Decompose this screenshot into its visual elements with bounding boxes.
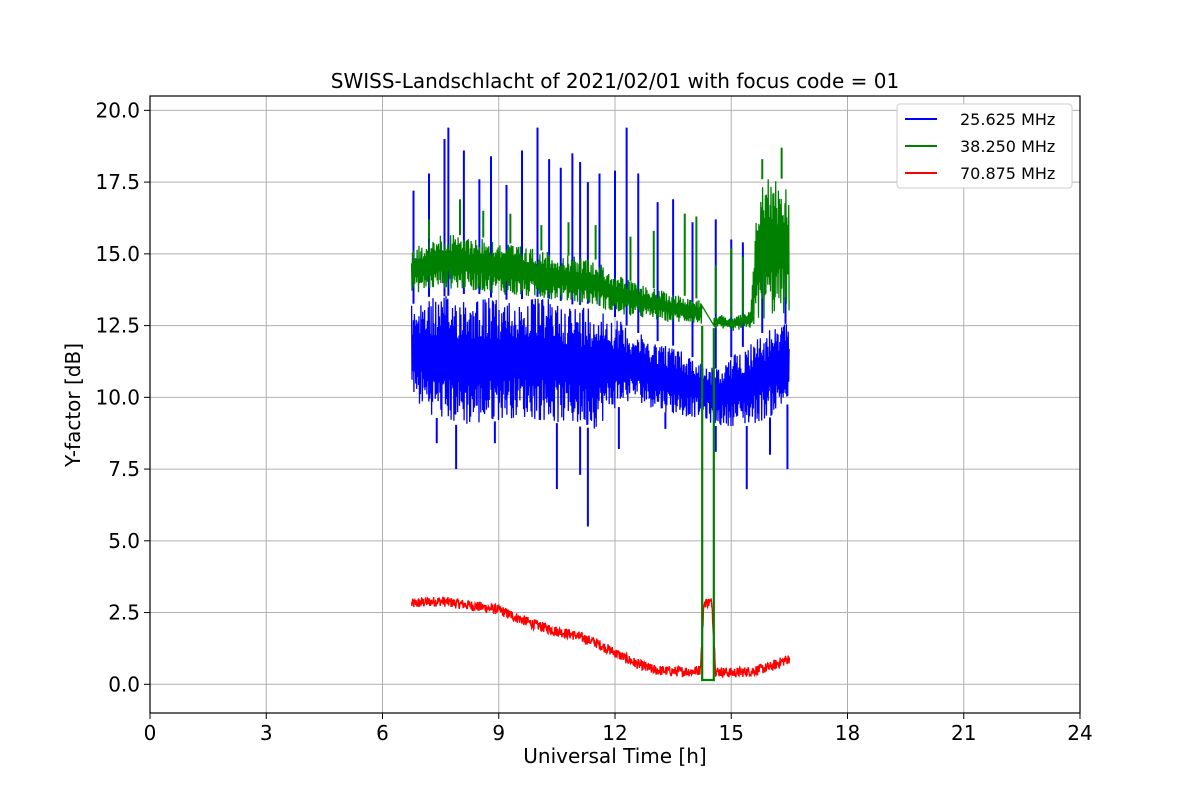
x-tick-label: 0 — [144, 721, 157, 745]
y-axis-ticks: 0.0 2.5 5.0 7.5 10.0 12.5 15.0 17.5 20.0 — [95, 98, 150, 696]
y-tick-label: 17.5 — [95, 170, 140, 194]
y-tick-label: 5.0 — [108, 529, 140, 553]
y-tick-label: 2.5 — [108, 601, 140, 625]
x-tick-label: 18 — [835, 721, 860, 745]
y-axis-label: Y-factor [dB] — [61, 343, 85, 468]
series-2-trace — [410, 596, 791, 679]
y-tick-label: 20.0 — [95, 98, 140, 122]
series-1-line — [410, 147, 790, 682]
x-tick-label: 21 — [951, 721, 976, 745]
x-tick-label: 12 — [602, 721, 627, 745]
legend-label-2: 70.875 MHz — [960, 164, 1055, 183]
series-layer — [410, 127, 791, 682]
y-tick-label: 15.0 — [95, 242, 140, 266]
x-tick-label: 6 — [376, 721, 389, 745]
x-tick-label: 15 — [719, 721, 744, 745]
x-axis-label: Universal Time [h] — [523, 744, 706, 768]
legend-label-1: 38.250 MHz — [960, 137, 1055, 156]
chart-title: SWISS-Landschlacht of 2021/02/01 with fo… — [331, 69, 899, 93]
series-0-line — [410, 127, 790, 527]
x-tick-label: 9 — [492, 721, 505, 745]
x-axis-ticks: 0 3 6 9 12 15 18 21 24 — [144, 713, 1093, 745]
series-1-trace — [410, 179, 790, 331]
legend-label-0: 25.625 MHz — [960, 110, 1055, 129]
series-2-line — [410, 596, 791, 679]
legend: 25.625 MHz 38.250 MHz 70.875 MHz — [896, 103, 1073, 189]
x-tick-label: 3 — [260, 721, 273, 745]
y-tick-label: 10.0 — [95, 385, 140, 409]
series-0-trace — [410, 296, 790, 429]
series-1-gap — [701, 325, 715, 682]
legend-box — [896, 103, 1073, 189]
x-tick-label: 24 — [1067, 721, 1092, 745]
y-tick-label: 12.5 — [95, 314, 140, 338]
y-tick-label: 7.5 — [108, 457, 140, 481]
y-tick-label: 0.0 — [108, 672, 140, 696]
